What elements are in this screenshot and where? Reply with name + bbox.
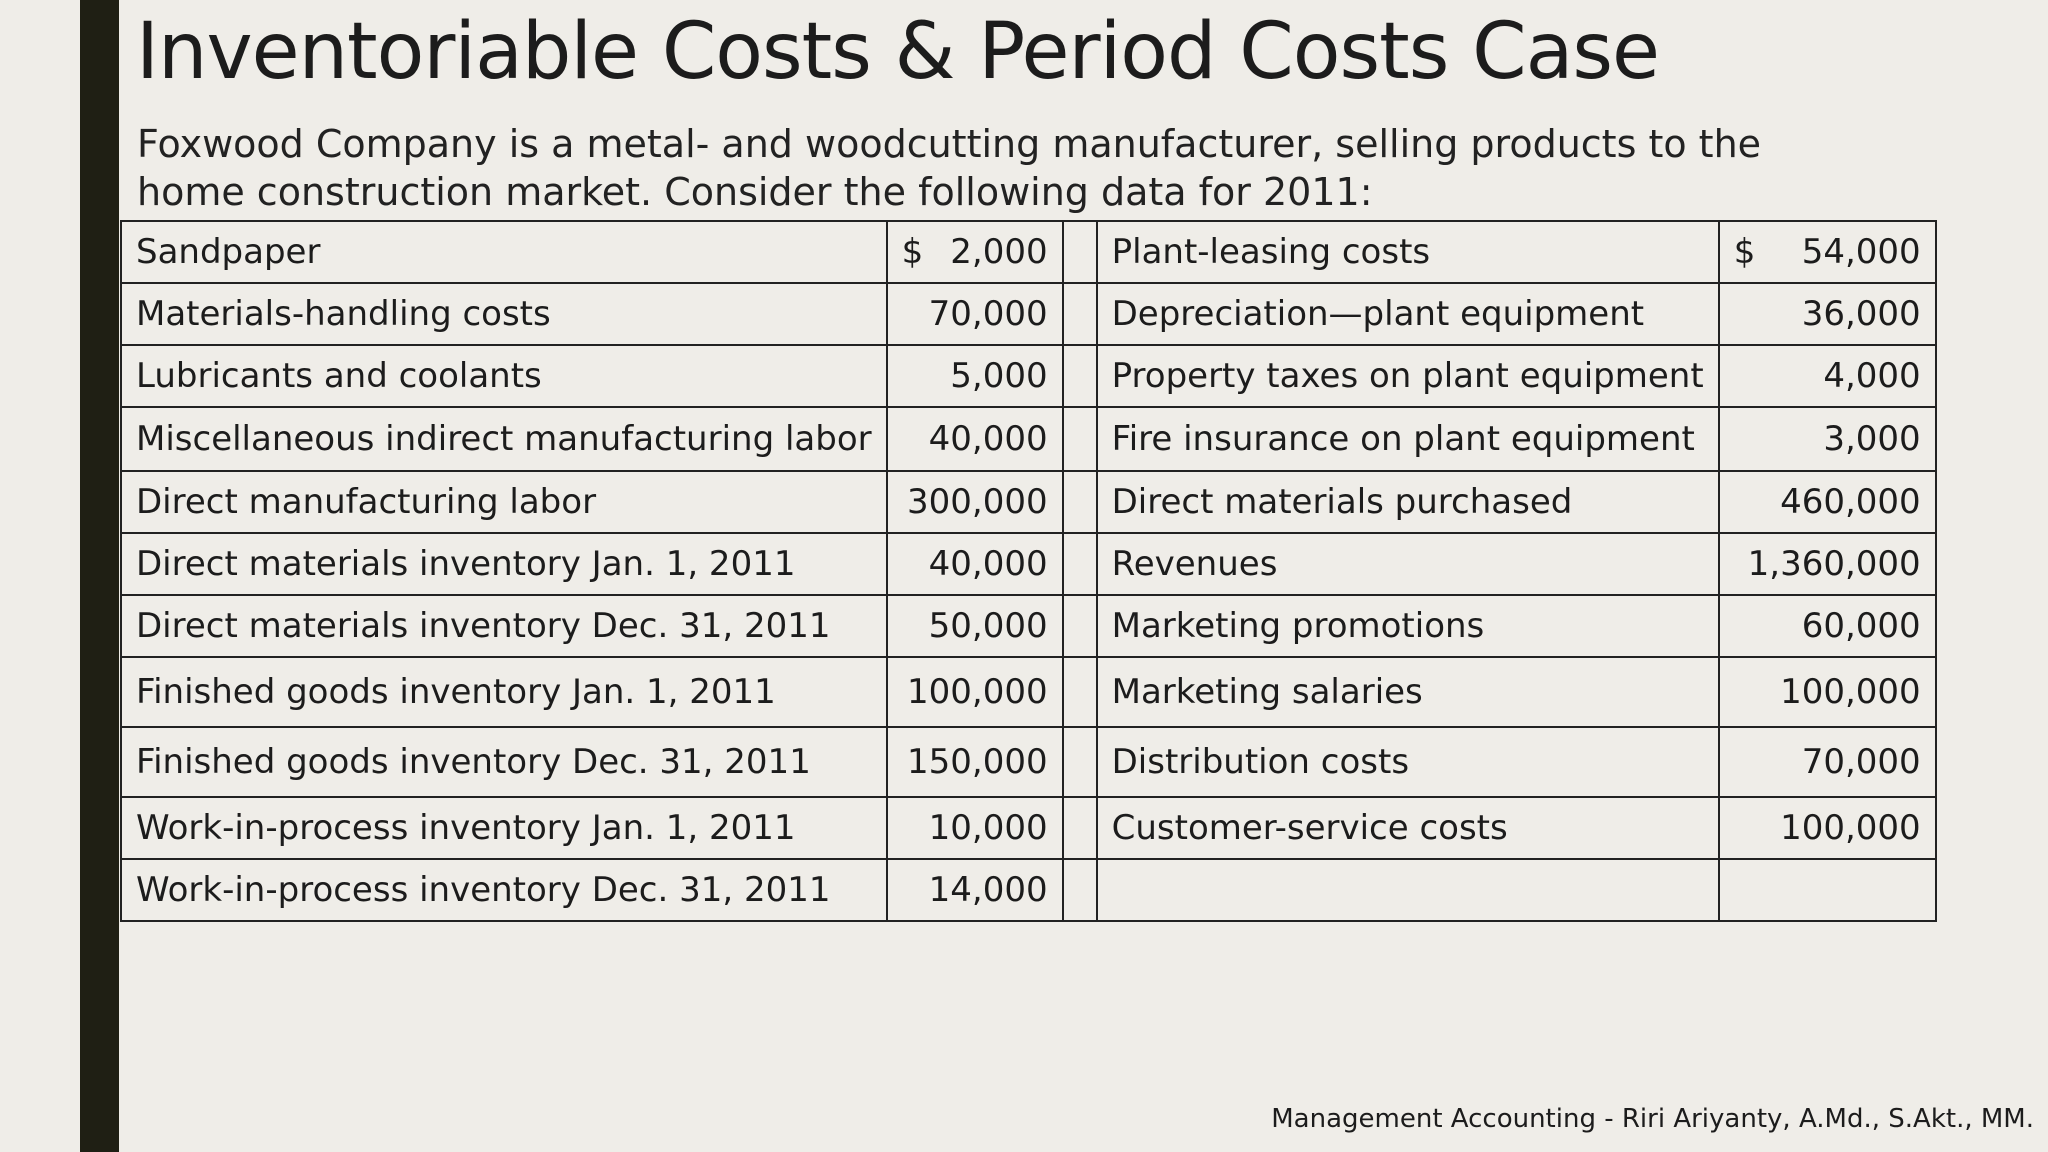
right-item-amount: 3,000 [1717, 406, 1937, 472]
spacer-cell [1061, 796, 1098, 860]
right-item-amount: 100,000 [1717, 656, 1937, 728]
right-item-label: Direct materials purchased [1095, 470, 1720, 534]
cost-data-table: Sandpaper $2,000 Plant-leasing costs $54,00… [120, 220, 1937, 922]
table-row: Sandpaper $2,000 Plant-leasing costs $54,00… [120, 220, 1937, 284]
right-item-label: Marketing promotions [1095, 594, 1720, 658]
left-item-amount: 40,000 [885, 406, 1064, 472]
right-item-label: Plant-leasing costs [1095, 220, 1720, 284]
footer-credit: Management Accounting - Riri Ariyanty, A… [1271, 1104, 2034, 1134]
right-item-amount: 100,000 [1717, 796, 1937, 860]
table-row: Finished goods inventory Dec. 31, 2011 15… [120, 726, 1937, 798]
table-row: Miscellaneous indirect manufacturing lab… [120, 406, 1937, 472]
table-row: Direct materials inventory Jan. 1, 2011 4… [120, 532, 1937, 596]
spacer-cell [1061, 406, 1098, 472]
right-item-amount: 4,000 [1717, 344, 1937, 408]
table-row: Direct manufacturing labor 300,000 Direct … [120, 470, 1937, 534]
left-item-amount: $2,000 [885, 220, 1064, 284]
left-item-label: Finished goods inventory Dec. 31, 2011 [120, 726, 888, 798]
left-item-label: Lubricants and coolants [120, 344, 888, 408]
spacer-cell [1061, 220, 1098, 284]
left-item-amount: 100,000 [885, 656, 1064, 728]
intro-paragraph: Foxwood Company is a metal- and woodcutt… [137, 120, 1897, 216]
amount-value: 54,000 [1801, 232, 1921, 272]
spacer-cell [1061, 344, 1098, 408]
right-item-amount: 36,000 [1717, 282, 1937, 346]
table-row: Work-in-process inventory Dec. 31, 2011 1… [120, 858, 1937, 922]
intro-line-1: Foxwood Company is a metal- and woodcutt… [137, 122, 1762, 166]
left-item-amount: 300,000 [885, 470, 1064, 534]
right-item-label: Fire insurance on plant equipment [1095, 406, 1720, 472]
left-item-label: Direct materials inventory Jan. 1, 2011 [120, 532, 888, 596]
left-item-label: Work-in-process inventory Dec. 31, 2011 [120, 858, 888, 922]
left-item-label: Finished goods inventory Jan. 1, 2011 [120, 656, 888, 728]
table-row: Work-in-process inventory Jan. 1, 2011 10… [120, 796, 1937, 860]
spacer-cell [1061, 858, 1098, 922]
currency-symbol: $ [901, 232, 924, 272]
cost-data-table-body: Sandpaper $2,000 Plant-leasing costs $54,00… [120, 220, 1937, 922]
right-item-label: Depreciation—plant equipment [1095, 282, 1720, 346]
right-item-label: Customer-service costs [1095, 796, 1720, 860]
right-item-amount: 60,000 [1717, 594, 1937, 658]
left-item-amount: 150,000 [885, 726, 1064, 798]
left-item-label: Miscellaneous indirect manufacturing lab… [120, 406, 888, 472]
left-item-label: Work-in-process inventory Jan. 1, 2011 [120, 796, 888, 860]
table-row: Materials-handling costs 70,000 Depreciati… [120, 282, 1937, 346]
accent-bar [80, 0, 119, 1152]
left-item-label: Materials-handling costs [120, 282, 888, 346]
left-item-label: Direct materials inventory Dec. 31, 2011 [120, 594, 888, 658]
right-item-label: Revenues [1095, 532, 1720, 596]
right-item-amount: $54,000 [1717, 220, 1937, 284]
left-item-amount: 10,000 [885, 796, 1064, 860]
slide-title: Inventoriable Costs & Period Costs Case [136, 7, 1660, 97]
right-item-amount: 460,000 [1717, 470, 1937, 534]
spacer-cell [1061, 532, 1098, 596]
right-item-amount: 1,360,000 [1717, 532, 1937, 596]
currency-symbol: $ [1733, 232, 1756, 272]
left-item-amount: 70,000 [885, 282, 1064, 346]
table-row: Finished goods inventory Jan. 1, 2011 100… [120, 656, 1937, 728]
left-item-amount: 40,000 [885, 532, 1064, 596]
left-item-label: Direct manufacturing labor [120, 470, 888, 534]
right-item-label: Distribution costs [1095, 726, 1720, 798]
spacer-cell [1061, 594, 1098, 658]
left-item-amount: 14,000 [885, 858, 1064, 922]
table-row: Lubricants and coolants 5,000 Property tax… [120, 344, 1937, 408]
right-item-amount [1717, 858, 1937, 922]
spacer-cell [1061, 656, 1098, 728]
left-item-label: Sandpaper [120, 220, 888, 284]
right-item-label [1095, 858, 1720, 922]
right-item-label: Property taxes on plant equipment [1095, 344, 1720, 408]
left-item-amount: 50,000 [885, 594, 1064, 658]
spacer-cell [1061, 470, 1098, 534]
amount-value: 2,000 [950, 232, 1048, 272]
left-item-amount: 5,000 [885, 344, 1064, 408]
table-row: Direct materials inventory Dec. 31, 2011… [120, 594, 1937, 658]
intro-line-2: home construction market. Consider the f… [137, 170, 1373, 214]
right-item-amount: 70,000 [1717, 726, 1937, 798]
right-item-label: Marketing salaries [1095, 656, 1720, 728]
spacer-cell [1061, 282, 1098, 346]
spacer-cell [1061, 726, 1098, 798]
